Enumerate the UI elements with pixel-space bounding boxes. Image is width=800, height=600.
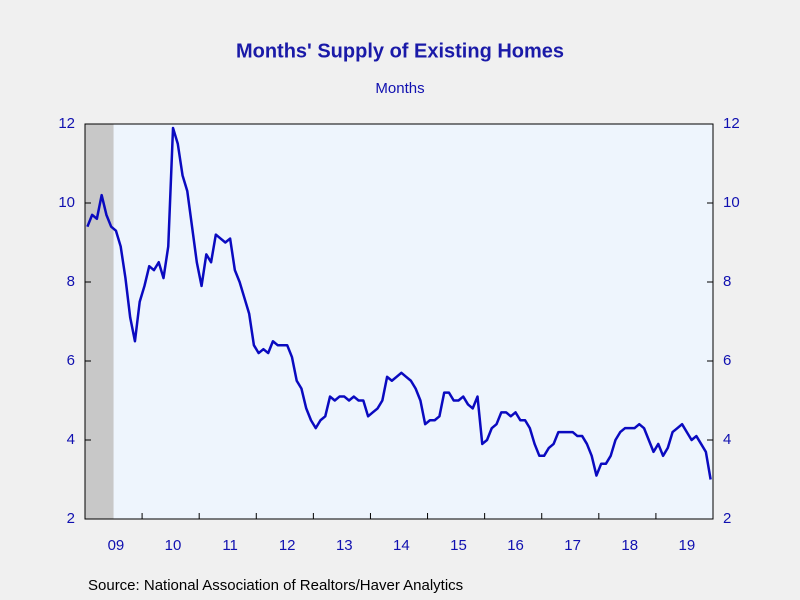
y2-tick-label: 6 bbox=[723, 352, 731, 369]
data-line bbox=[86, 126, 712, 480]
y2-tick-label: 4 bbox=[723, 431, 731, 448]
plot-area bbox=[85, 124, 713, 519]
source-note: Source: National Association of Realtors… bbox=[88, 577, 463, 594]
y2-tick-label: 8 bbox=[723, 273, 731, 290]
x-tick-label: 15 bbox=[450, 537, 467, 554]
x-tick-label: 19 bbox=[678, 537, 695, 554]
recession-shade bbox=[85, 124, 114, 519]
x-tick-label: 16 bbox=[507, 537, 524, 554]
y-tick-label: 2 bbox=[67, 510, 75, 527]
x-tick-label: 18 bbox=[621, 537, 638, 554]
plot-frame bbox=[84, 123, 714, 520]
y-tick-label: 6 bbox=[67, 352, 75, 369]
x-tick-label: 14 bbox=[393, 537, 410, 554]
y-tick-label: 4 bbox=[67, 431, 75, 448]
x-tick-label: 11 bbox=[222, 537, 238, 554]
y2-tick-label: 10 bbox=[723, 194, 740, 211]
x-tick-label: 12 bbox=[279, 537, 296, 554]
chart-title: Months' Supply of Existing Homes bbox=[236, 40, 564, 62]
y-tick-label: 8 bbox=[67, 273, 75, 290]
y2-tick-label: 2 bbox=[723, 510, 731, 527]
x-tick-label: 10 bbox=[165, 537, 182, 554]
chart-subtitle: Months bbox=[375, 80, 424, 97]
y-tick-label: 12 bbox=[58, 115, 75, 132]
y2-tick-label: 12 bbox=[723, 115, 740, 132]
x-tick-label: 17 bbox=[564, 537, 581, 554]
x-tick-label: 09 bbox=[108, 537, 125, 554]
x-tick-label: 13 bbox=[336, 537, 353, 554]
y-tick-label: 10 bbox=[58, 194, 75, 211]
